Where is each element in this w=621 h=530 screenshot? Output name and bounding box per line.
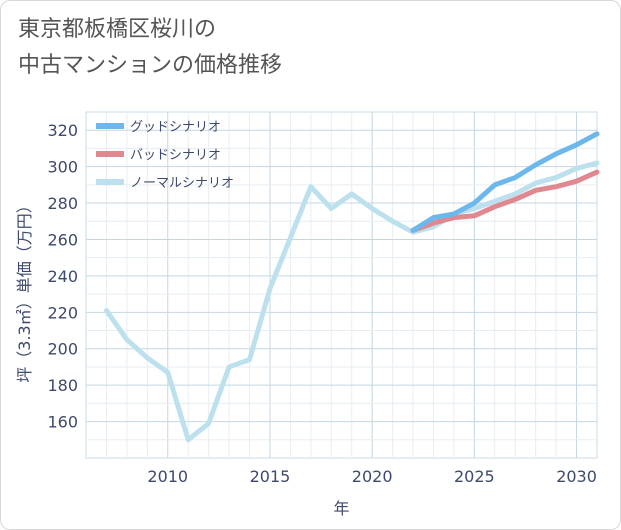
x-tick-label: 2015 [250,467,291,486]
grid [85,111,598,459]
y-tick-label: 240 [47,267,78,286]
y-tick-label: 280 [47,194,78,213]
x-axis-title: 年 [333,499,349,518]
x-tick-label: 2030 [556,467,597,486]
x-tick-label: 2025 [454,467,495,486]
y-tick-label: 220 [47,303,78,322]
y-tick-label: 320 [47,121,78,140]
y-tick-label: 300 [47,158,78,177]
series-line-0 [410,131,600,233]
y-axis-title: 坪（3.3㎡）単価（万円） [15,197,34,382]
chart-title: 東京都板橋区桜川の 中古マンションの価格推移 [18,12,282,84]
series-line-1 [410,169,600,233]
legend-label: ノーマルシナリオ [130,176,234,191]
y-tick-label: 260 [47,230,78,249]
x-tick-label: 2010 [147,467,188,486]
plot-frame [85,111,598,459]
legend-label: バッドシナリオ [130,148,221,163]
series-line-2 [103,160,600,443]
y-tick-label: 200 [47,340,78,359]
series-lines [103,131,600,443]
x-tick-label: 2020 [352,467,393,486]
y-tick-label: 180 [47,376,78,395]
legend-label: グッドシナリオ [130,120,221,135]
y-tick-label: 160 [47,413,78,432]
axes: 160 180 200 220 240 260 280 300 320 2010 2015 2020 2… [47,121,596,486]
chart-title-line2: 中古マンションの価格推移 [18,53,283,78]
chart-title-line1: 東京都板橋区桜川の [18,17,217,42]
